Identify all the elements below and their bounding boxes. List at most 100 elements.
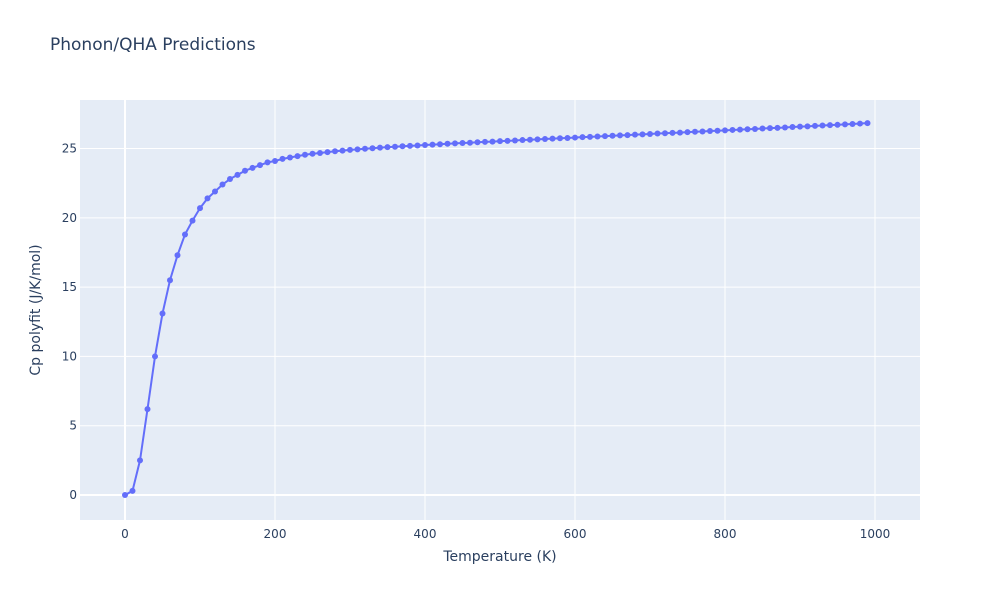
data-point	[789, 124, 796, 131]
data-point	[812, 122, 818, 129]
data-point	[219, 181, 226, 188]
data-point	[489, 138, 496, 145]
data-point	[827, 122, 833, 129]
data-point	[729, 126, 736, 133]
x-tick-label: 600	[564, 527, 587, 541]
data-point	[459, 139, 466, 146]
x-tick-label: 1000	[860, 527, 891, 541]
data-point	[249, 164, 256, 171]
data-point	[647, 130, 653, 137]
data-point	[279, 155, 286, 162]
data-point	[617, 132, 623, 139]
data-point	[797, 123, 803, 130]
x-tick-label: 200	[264, 527, 287, 541]
data-point	[759, 125, 766, 132]
data-point	[429, 141, 436, 148]
data-point	[482, 138, 488, 145]
data-point	[354, 146, 361, 153]
data-point	[549, 135, 556, 142]
series-line	[124, 122, 868, 496]
data-point	[707, 128, 713, 135]
data-point	[624, 132, 631, 139]
data-point	[842, 121, 848, 128]
data-point	[639, 131, 646, 138]
data-point	[444, 140, 451, 147]
data-point	[414, 142, 421, 149]
data-point	[864, 120, 871, 127]
y-axis-title: Cp polyfit (J/K/mol)	[28, 244, 44, 375]
data-point	[369, 145, 376, 152]
data-point	[542, 135, 548, 142]
data-point	[557, 135, 563, 142]
data-point	[804, 123, 811, 130]
data-point	[212, 188, 218, 195]
y-tick-label: 25	[62, 142, 77, 156]
data-point	[287, 154, 293, 161]
data-point	[452, 140, 458, 147]
data-point	[377, 144, 383, 151]
data-point	[227, 176, 233, 183]
data-point	[849, 120, 856, 127]
data-point	[654, 130, 661, 137]
data-point	[197, 205, 203, 212]
y-tick-label: 15	[62, 280, 77, 294]
plot-area	[80, 100, 920, 520]
data-point	[144, 406, 151, 413]
data-point	[692, 128, 698, 135]
y-tick-label: 0	[69, 488, 77, 502]
y-tick-label: 10	[62, 349, 77, 363]
data-point	[504, 137, 511, 144]
data-point	[677, 129, 683, 136]
data-point	[332, 148, 338, 155]
data-point	[587, 133, 593, 140]
data-point	[527, 136, 533, 143]
data-point	[384, 144, 391, 151]
data-point	[152, 353, 158, 360]
x-tick-label: 400	[414, 527, 437, 541]
x-tick-label: 0	[121, 527, 129, 541]
data-point	[422, 142, 428, 149]
data-point	[564, 134, 571, 141]
data-point	[474, 139, 481, 146]
data-point	[819, 122, 826, 129]
data-point	[234, 171, 241, 178]
data-point	[129, 487, 136, 494]
data-point	[752, 125, 758, 132]
data-point	[497, 138, 503, 145]
data-point	[512, 137, 518, 144]
data-point	[737, 126, 743, 133]
data-point	[669, 129, 676, 136]
data-point	[774, 124, 781, 131]
data-point	[324, 149, 331, 156]
data-point	[122, 492, 128, 499]
data-point	[519, 137, 526, 144]
data-point	[767, 125, 773, 132]
data-point	[362, 145, 368, 152]
data-point	[437, 141, 443, 148]
data-point	[714, 127, 721, 134]
data-point	[167, 277, 173, 284]
series-layer	[122, 120, 871, 499]
data-point	[204, 195, 211, 202]
data-point	[572, 134, 578, 141]
chart-title: Phonon/QHA Predictions	[50, 35, 256, 55]
data-point	[257, 162, 263, 169]
data-point	[339, 147, 346, 154]
data-point	[174, 252, 181, 259]
data-point	[182, 231, 188, 238]
data-point	[684, 129, 691, 136]
data-point	[392, 143, 398, 150]
data-point	[467, 139, 473, 146]
data-point	[294, 153, 301, 160]
data-point	[609, 132, 616, 139]
data-point	[579, 134, 586, 141]
data-point	[662, 130, 668, 137]
data-point	[632, 131, 638, 138]
data-point	[317, 149, 323, 156]
data-point	[189, 217, 196, 224]
data-point	[264, 159, 271, 166]
data-point	[399, 143, 406, 150]
data-point	[159, 310, 166, 317]
data-point	[782, 124, 788, 131]
